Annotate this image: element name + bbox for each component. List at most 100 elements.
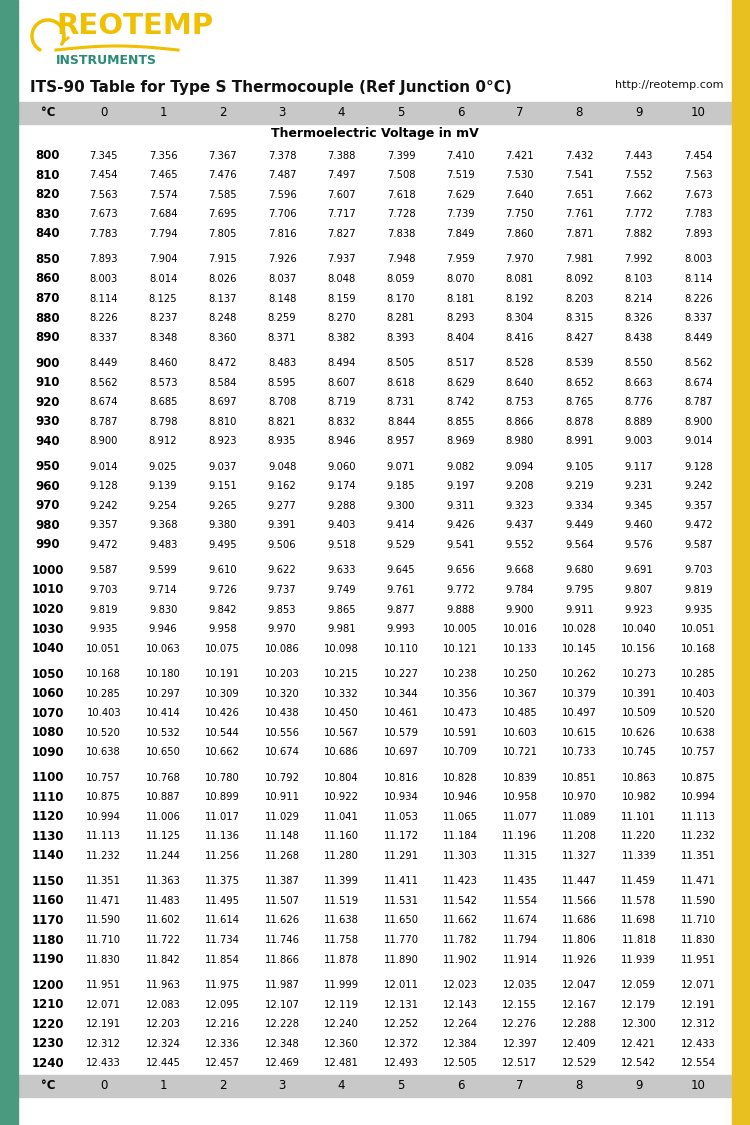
Text: 6: 6: [457, 107, 464, 119]
Text: 10.273: 10.273: [622, 669, 656, 680]
Text: 8.900: 8.900: [684, 416, 712, 426]
Text: 7.959: 7.959: [446, 254, 475, 264]
Text: 9.552: 9.552: [506, 540, 534, 550]
Text: 9.518: 9.518: [327, 540, 356, 550]
Text: °C: °C: [40, 1080, 56, 1092]
Text: REOTEMP: REOTEMP: [56, 12, 213, 40]
Text: 8.181: 8.181: [446, 294, 475, 304]
Text: 11.196: 11.196: [503, 831, 538, 842]
Text: 11.794: 11.794: [503, 935, 538, 945]
Text: 8.787: 8.787: [684, 397, 712, 407]
Text: 10.414: 10.414: [146, 708, 181, 718]
Text: 8.159: 8.159: [327, 294, 356, 304]
Text: 1230: 1230: [32, 1037, 64, 1051]
Text: 1200: 1200: [32, 979, 64, 991]
Text: 7.465: 7.465: [148, 170, 178, 180]
Text: 12.107: 12.107: [265, 1000, 299, 1009]
Text: 11.244: 11.244: [146, 850, 181, 861]
Text: 8.438: 8.438: [625, 333, 653, 343]
Text: 7.783: 7.783: [684, 209, 712, 219]
Text: 10.403: 10.403: [681, 688, 716, 699]
Text: 7.937: 7.937: [327, 254, 356, 264]
Text: http://reotemp.com: http://reotemp.com: [616, 80, 724, 90]
Text: 11.435: 11.435: [503, 876, 537, 886]
Text: 8.821: 8.821: [268, 416, 296, 426]
Text: 7.563: 7.563: [89, 190, 118, 200]
Text: 9.749: 9.749: [327, 585, 356, 595]
Text: 7.981: 7.981: [565, 254, 594, 264]
Text: 12.493: 12.493: [383, 1059, 418, 1069]
Text: 8.776: 8.776: [625, 397, 653, 407]
Text: 10.438: 10.438: [265, 708, 299, 718]
Text: 8.742: 8.742: [446, 397, 475, 407]
Text: 8.855: 8.855: [446, 416, 475, 426]
Text: 1170: 1170: [32, 914, 64, 927]
Text: 10.485: 10.485: [503, 708, 537, 718]
Text: 8.663: 8.663: [625, 378, 653, 388]
Text: 7.794: 7.794: [148, 228, 178, 238]
Text: 9.923: 9.923: [625, 604, 653, 614]
Text: 10.532: 10.532: [146, 728, 181, 738]
Text: 11.578: 11.578: [621, 896, 656, 906]
Text: 9.288: 9.288: [327, 501, 356, 511]
Text: 7.563: 7.563: [684, 170, 712, 180]
Text: 11.722: 11.722: [146, 935, 181, 945]
Text: 7.915: 7.915: [209, 254, 237, 264]
Text: 9.391: 9.391: [268, 521, 296, 530]
Text: 9.139: 9.139: [148, 482, 178, 492]
Text: 11.686: 11.686: [562, 916, 597, 926]
Text: 11.136: 11.136: [206, 831, 240, 842]
Text: 7.992: 7.992: [625, 254, 653, 264]
Text: 7.607: 7.607: [327, 190, 356, 200]
Text: 8.192: 8.192: [506, 294, 534, 304]
Text: 8.731: 8.731: [387, 397, 416, 407]
Text: 10.958: 10.958: [503, 792, 537, 802]
Text: 10.051: 10.051: [681, 624, 716, 634]
Text: 7.860: 7.860: [506, 228, 534, 238]
Text: 9.564: 9.564: [565, 540, 594, 550]
Text: 7: 7: [516, 1080, 524, 1092]
Text: 9.865: 9.865: [327, 604, 356, 614]
Text: 0: 0: [100, 107, 107, 119]
Text: 7.432: 7.432: [565, 151, 593, 161]
Text: 10.982: 10.982: [622, 792, 656, 802]
Text: 12.324: 12.324: [146, 1038, 181, 1048]
Text: 12.276: 12.276: [503, 1019, 538, 1029]
Text: 8.697: 8.697: [209, 397, 237, 407]
Text: 11.065: 11.065: [443, 812, 478, 822]
Text: 8.114: 8.114: [684, 274, 712, 284]
Text: 9.541: 9.541: [446, 540, 475, 550]
Text: 1050: 1050: [32, 667, 64, 681]
Text: 8.980: 8.980: [506, 436, 534, 447]
Text: 11.268: 11.268: [265, 850, 299, 861]
Text: 10.461: 10.461: [383, 708, 418, 718]
Text: 10.875: 10.875: [86, 792, 122, 802]
Text: 9.277: 9.277: [268, 501, 296, 511]
Text: 8.674: 8.674: [89, 397, 118, 407]
Text: 9.668: 9.668: [506, 566, 534, 575]
Text: 11.423: 11.423: [443, 876, 478, 886]
Text: 7.761: 7.761: [565, 209, 594, 219]
Text: 11.447: 11.447: [562, 876, 597, 886]
Text: 9.334: 9.334: [566, 501, 593, 511]
Text: 7.596: 7.596: [268, 190, 296, 200]
Text: 7.574: 7.574: [148, 190, 178, 200]
Text: 10.075: 10.075: [206, 644, 240, 654]
Text: 10.309: 10.309: [206, 688, 240, 699]
Text: S: S: [2, 1077, 16, 1095]
Text: 9.737: 9.737: [268, 585, 296, 595]
Text: 12.372: 12.372: [383, 1038, 418, 1048]
Text: 9: 9: [635, 1080, 643, 1092]
Text: 840: 840: [36, 227, 60, 241]
Text: 12.240: 12.240: [324, 1019, 359, 1029]
Text: 10.757: 10.757: [681, 747, 716, 757]
Text: 8.449: 8.449: [89, 358, 118, 368]
Text: 11.208: 11.208: [562, 831, 597, 842]
Text: 3: 3: [278, 107, 286, 119]
Text: 7.750: 7.750: [506, 209, 534, 219]
Text: 10: 10: [691, 107, 706, 119]
Text: 810: 810: [36, 169, 60, 182]
Text: 12.445: 12.445: [146, 1059, 181, 1069]
Text: 10.063: 10.063: [146, 644, 181, 654]
Text: 10.603: 10.603: [503, 728, 537, 738]
